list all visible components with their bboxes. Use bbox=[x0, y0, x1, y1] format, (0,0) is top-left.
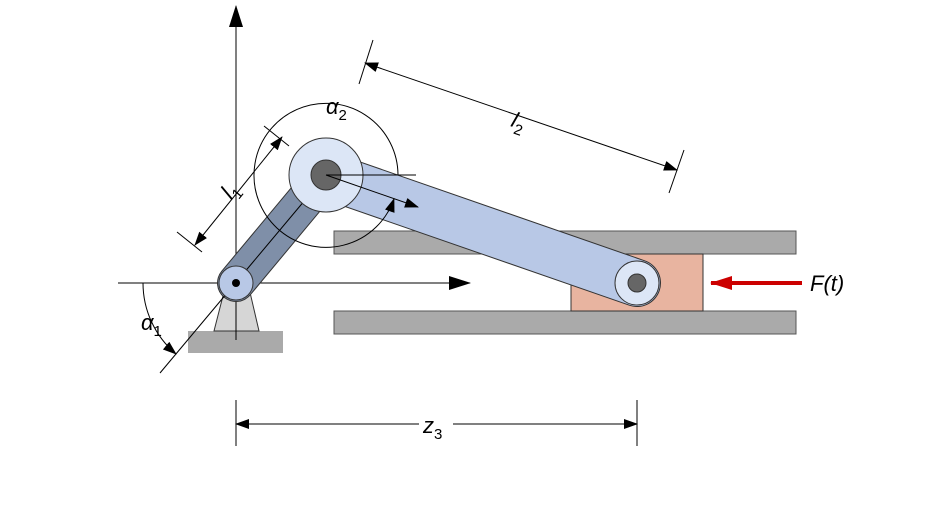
l2-extension-b bbox=[668, 149, 685, 194]
label-z3-background bbox=[419, 410, 453, 440]
guide-rail-bottom bbox=[333, 310, 797, 335]
l2-extension-a bbox=[358, 39, 374, 85]
l1-extension-a bbox=[176, 231, 203, 253]
label-l1: l1 bbox=[215, 177, 247, 206]
l1-dimension-line bbox=[194, 136, 283, 246]
alpha2-rod-line bbox=[325, 174, 419, 208]
label-alpha2: α2 bbox=[326, 94, 347, 124]
label-l2: l2 bbox=[507, 107, 529, 140]
l1-extension-b bbox=[263, 125, 290, 147]
label-alpha1: α1 bbox=[141, 310, 162, 340]
rod-slider-joint-pin bbox=[627, 273, 647, 293]
crank-pivot-center bbox=[232, 279, 240, 287]
label-force: F(t) bbox=[810, 271, 844, 296]
l2-dimension-line bbox=[364, 62, 678, 171]
label-z3: z3 bbox=[422, 413, 442, 443]
alpha1-arc bbox=[142, 282, 177, 355]
ground-base bbox=[188, 331, 283, 353]
